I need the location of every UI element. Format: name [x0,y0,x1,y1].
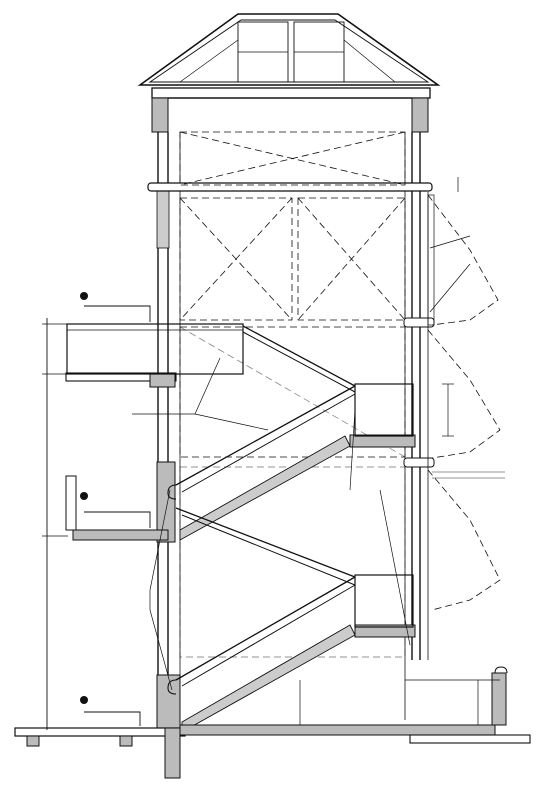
walls [147,132,435,731]
leader-lines [132,235,471,691]
railings [66,323,508,695]
slabs [14,372,531,779]
level-markers [65,292,151,726]
shutter-swings [427,192,505,660]
roof [137,13,441,133]
dimension-lines [42,177,479,730]
open-panels [179,131,406,658]
